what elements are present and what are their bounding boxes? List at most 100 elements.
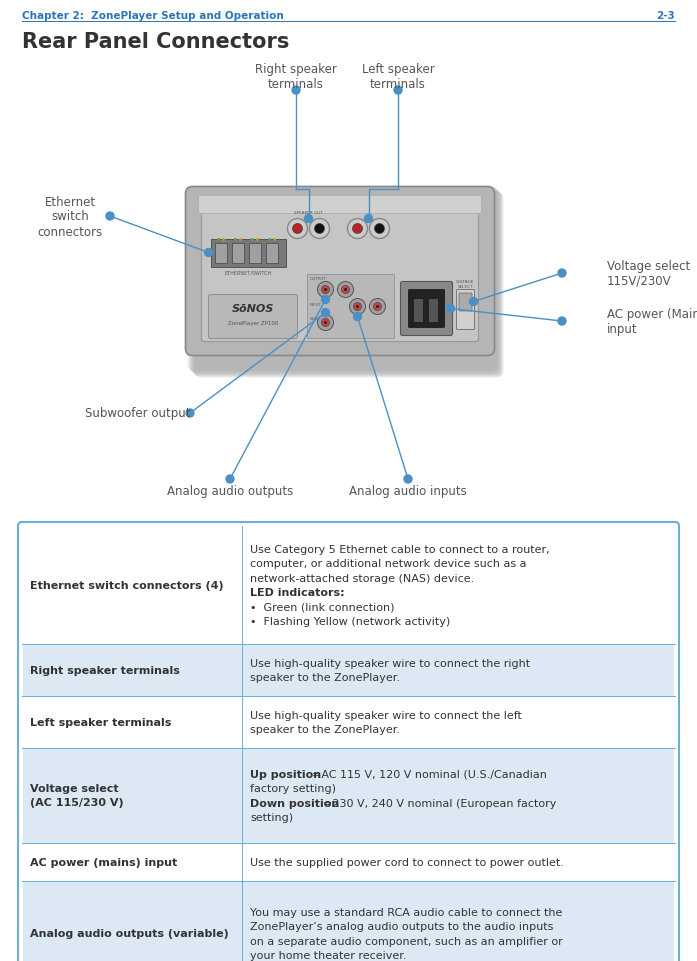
Text: Right speaker
terminals: Right speaker terminals — [255, 62, 337, 91]
Text: speaker to the ZonePlayer.: speaker to the ZonePlayer. — [250, 673, 400, 682]
FancyBboxPatch shape — [401, 283, 452, 336]
Text: Voltage select
115V/230V: Voltage select 115V/230V — [607, 259, 690, 287]
Text: Ethernet switch connectors (4): Ethernet switch connectors (4) — [30, 580, 224, 590]
Circle shape — [349, 299, 365, 315]
Circle shape — [204, 249, 213, 258]
Circle shape — [337, 283, 353, 298]
FancyBboxPatch shape — [208, 295, 298, 339]
FancyBboxPatch shape — [201, 201, 479, 342]
Text: VOLTAGE
SELECT: VOLTAGE SELECT — [457, 280, 475, 288]
Text: Up position: Up position — [250, 769, 321, 779]
Text: SUB: SUB — [309, 317, 318, 321]
Circle shape — [186, 409, 194, 418]
Circle shape — [287, 219, 307, 239]
Circle shape — [353, 313, 362, 321]
Circle shape — [558, 318, 566, 326]
FancyBboxPatch shape — [192, 191, 502, 376]
Text: Analog audio outputs (variable): Analog audio outputs (variable) — [30, 928, 229, 939]
Text: INPUT: INPUT — [309, 303, 321, 308]
Circle shape — [324, 322, 327, 325]
Text: Chapter 2:  ZonePlayer Setup and Operation: Chapter 2: ZonePlayer Setup and Operatio… — [22, 11, 284, 21]
Circle shape — [222, 238, 225, 242]
Text: Left speaker
terminals: Left speaker terminals — [362, 62, 434, 91]
Text: ZonePlayer’s analog audio outputs to the audio inputs: ZonePlayer’s analog audio outputs to the… — [250, 922, 553, 931]
Circle shape — [369, 299, 385, 315]
Circle shape — [356, 306, 359, 308]
Text: Use high-quality speaker wire to connect the right: Use high-quality speaker wire to connect… — [250, 658, 530, 668]
Circle shape — [376, 306, 379, 308]
Text: AC power (mains) input: AC power (mains) input — [30, 857, 177, 867]
Bar — [23, 749, 674, 843]
FancyBboxPatch shape — [231, 243, 243, 263]
Text: AC power (Mains)
input: AC power (Mains) input — [607, 308, 697, 335]
Text: Right speaker terminals: Right speaker terminals — [30, 665, 180, 676]
Text: 2-3: 2-3 — [657, 11, 675, 21]
Text: =230 V, 240 V nominal (European factory: =230 V, 240 V nominal (European factory — [323, 798, 556, 808]
FancyBboxPatch shape — [408, 290, 445, 328]
Text: You may use a standard RCA audio cable to connect the: You may use a standard RCA audio cable t… — [250, 907, 562, 917]
Text: Analog audio outputs: Analog audio outputs — [167, 485, 293, 498]
Text: SōNOS: SōNOS — [232, 305, 274, 314]
Text: ZonePlayer ZP100: ZonePlayer ZP100 — [228, 321, 278, 326]
Circle shape — [447, 306, 454, 313]
Circle shape — [365, 215, 372, 223]
FancyBboxPatch shape — [457, 290, 475, 331]
Text: network-attached storage (NAS) device.: network-attached storage (NAS) device. — [250, 573, 474, 583]
Circle shape — [321, 286, 330, 294]
FancyBboxPatch shape — [199, 196, 482, 214]
FancyBboxPatch shape — [414, 300, 423, 323]
Circle shape — [353, 224, 362, 234]
Text: Ethernet
switch
connectors: Ethernet switch connectors — [38, 195, 102, 238]
Text: SPEAKER OUT: SPEAKER OUT — [294, 211, 323, 215]
FancyBboxPatch shape — [192, 190, 500, 375]
Text: Use high-quality speaker wire to connect the left: Use high-quality speaker wire to connect… — [250, 710, 522, 720]
Circle shape — [293, 224, 302, 234]
Circle shape — [273, 238, 276, 242]
Circle shape — [318, 283, 333, 298]
Text: Use the supplied power cord to connect to power outlet.: Use the supplied power cord to connect t… — [250, 857, 564, 867]
Text: Down position: Down position — [250, 798, 339, 808]
Circle shape — [321, 296, 330, 305]
Circle shape — [404, 476, 412, 483]
Circle shape — [217, 238, 220, 242]
Circle shape — [353, 303, 362, 311]
Text: computer, or additional network device such as a: computer, or additional network device s… — [250, 558, 526, 569]
Circle shape — [239, 238, 242, 242]
Bar — [23, 697, 674, 748]
Circle shape — [342, 286, 349, 294]
Text: OUTPUT: OUTPUT — [309, 277, 326, 282]
Circle shape — [106, 212, 114, 221]
FancyBboxPatch shape — [194, 193, 503, 378]
Text: setting): setting) — [250, 812, 293, 823]
FancyBboxPatch shape — [210, 239, 286, 267]
FancyBboxPatch shape — [190, 188, 498, 373]
Text: Voltage select: Voltage select — [30, 783, 118, 794]
Text: Left speaker terminals: Left speaker terminals — [30, 717, 171, 727]
Text: •  Green (link connection): • Green (link connection) — [250, 603, 395, 612]
Circle shape — [234, 238, 237, 242]
Circle shape — [305, 215, 312, 223]
Circle shape — [251, 238, 254, 242]
Text: on a separate audio component, such as an amplifier or: on a separate audio component, such as a… — [250, 936, 562, 946]
Circle shape — [309, 219, 330, 239]
Text: Subwoofer output: Subwoofer output — [85, 407, 191, 420]
Bar — [23, 843, 674, 880]
Text: Rear Panel Connectors: Rear Panel Connectors — [22, 32, 289, 52]
Text: =AC 115 V, 120 V nominal (U.S./Canadian: =AC 115 V, 120 V nominal (U.S./Canadian — [312, 769, 546, 779]
Bar — [23, 644, 674, 696]
Text: (AC 115/230 V): (AC 115/230 V) — [30, 798, 123, 807]
Circle shape — [374, 303, 381, 311]
FancyBboxPatch shape — [194, 192, 503, 377]
Circle shape — [318, 315, 333, 332]
FancyBboxPatch shape — [307, 274, 394, 338]
Circle shape — [292, 86, 300, 95]
Circle shape — [348, 219, 367, 239]
FancyBboxPatch shape — [215, 243, 227, 263]
Circle shape — [256, 238, 259, 242]
Text: factory setting): factory setting) — [250, 783, 336, 794]
Circle shape — [314, 224, 325, 234]
Circle shape — [394, 86, 402, 95]
Circle shape — [324, 288, 327, 292]
Circle shape — [226, 476, 234, 483]
Text: ETHERNET/SWITCH: ETHERNET/SWITCH — [224, 270, 272, 275]
